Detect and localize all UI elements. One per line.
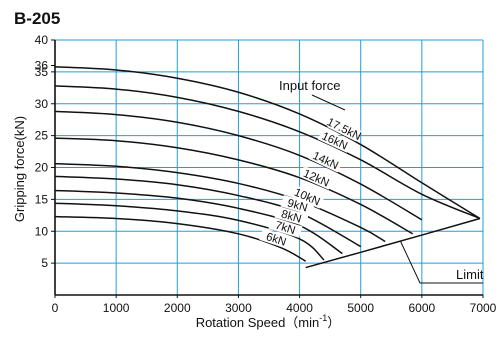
x-tick-label-6000: 6000 <box>409 301 436 315</box>
x-tick-label-0: 0 <box>52 301 59 315</box>
x-tick-label-1000: 1000 <box>103 301 130 315</box>
x-axis-label-main: Rotation Speed（min <box>196 315 320 330</box>
series-label-bg-16kN <box>317 128 352 153</box>
x-tick-label-7000: 7000 <box>470 301 497 315</box>
x-axis-label-close: ） <box>327 315 340 330</box>
series-label-bg-7kN <box>268 217 303 238</box>
y-tick-label-15: 15 <box>35 192 49 206</box>
y-tick-label-40: 40 <box>35 33 49 47</box>
series-line-9kN <box>54 175 362 248</box>
y-tick-label-30: 30 <box>35 97 49 111</box>
y-tick-label-36: 36 <box>35 59 49 73</box>
x-tick-label-2000: 2000 <box>164 301 191 315</box>
y-tick-label-10: 10 <box>35 224 49 238</box>
series-line-14kN <box>54 110 423 221</box>
series-label-bg-14kN <box>308 148 343 173</box>
y-tick-label-25: 25 <box>35 129 49 143</box>
x-tick-label-5000: 5000 <box>347 301 374 315</box>
series-label-bg-12kN <box>299 165 334 190</box>
series-line-16kN <box>54 85 481 220</box>
grid <box>51 39 484 298</box>
series-label-bg-6kN <box>259 228 294 250</box>
series-label-bg-17_5kN <box>327 116 362 142</box>
y-tick-label-35: 35 <box>35 65 49 79</box>
series-label-bg-10kN <box>290 184 325 209</box>
x-axis-label: Rotation Speed（min-1） <box>196 313 341 330</box>
series-line-7kN <box>54 202 325 261</box>
x-axis-label-sup: -1 <box>319 313 327 323</box>
y-tick-label-5: 5 <box>41 256 48 270</box>
series-line-12kN <box>54 137 414 235</box>
limit-line <box>305 217 481 269</box>
series-label-bg-8kN <box>274 205 309 227</box>
series-label-12kN: 12kN <box>301 168 330 190</box>
series-line-8kN <box>54 189 343 255</box>
limit-leader <box>400 240 483 284</box>
series-label-7kN: 7kN <box>274 220 297 237</box>
limit-annotation: Limit <box>456 267 484 282</box>
series-label-bg-9kN <box>280 194 315 216</box>
series-line-6kN <box>54 215 307 262</box>
x-tick-label-3000: 3000 <box>225 301 252 315</box>
series-line-10kN <box>54 162 386 243</box>
y-axis-label: Gripping force(kN) <box>12 116 27 222</box>
input-force-leader <box>311 94 346 111</box>
input-force-annotation: Input force <box>279 78 340 93</box>
y-tick-label-20: 20 <box>35 161 49 175</box>
series-line-17_5kN <box>54 66 481 220</box>
chart-title: B-205 <box>14 9 60 28</box>
series-label-14kN: 14kN <box>311 150 340 172</box>
x-tick-label-4000: 4000 <box>286 301 313 315</box>
